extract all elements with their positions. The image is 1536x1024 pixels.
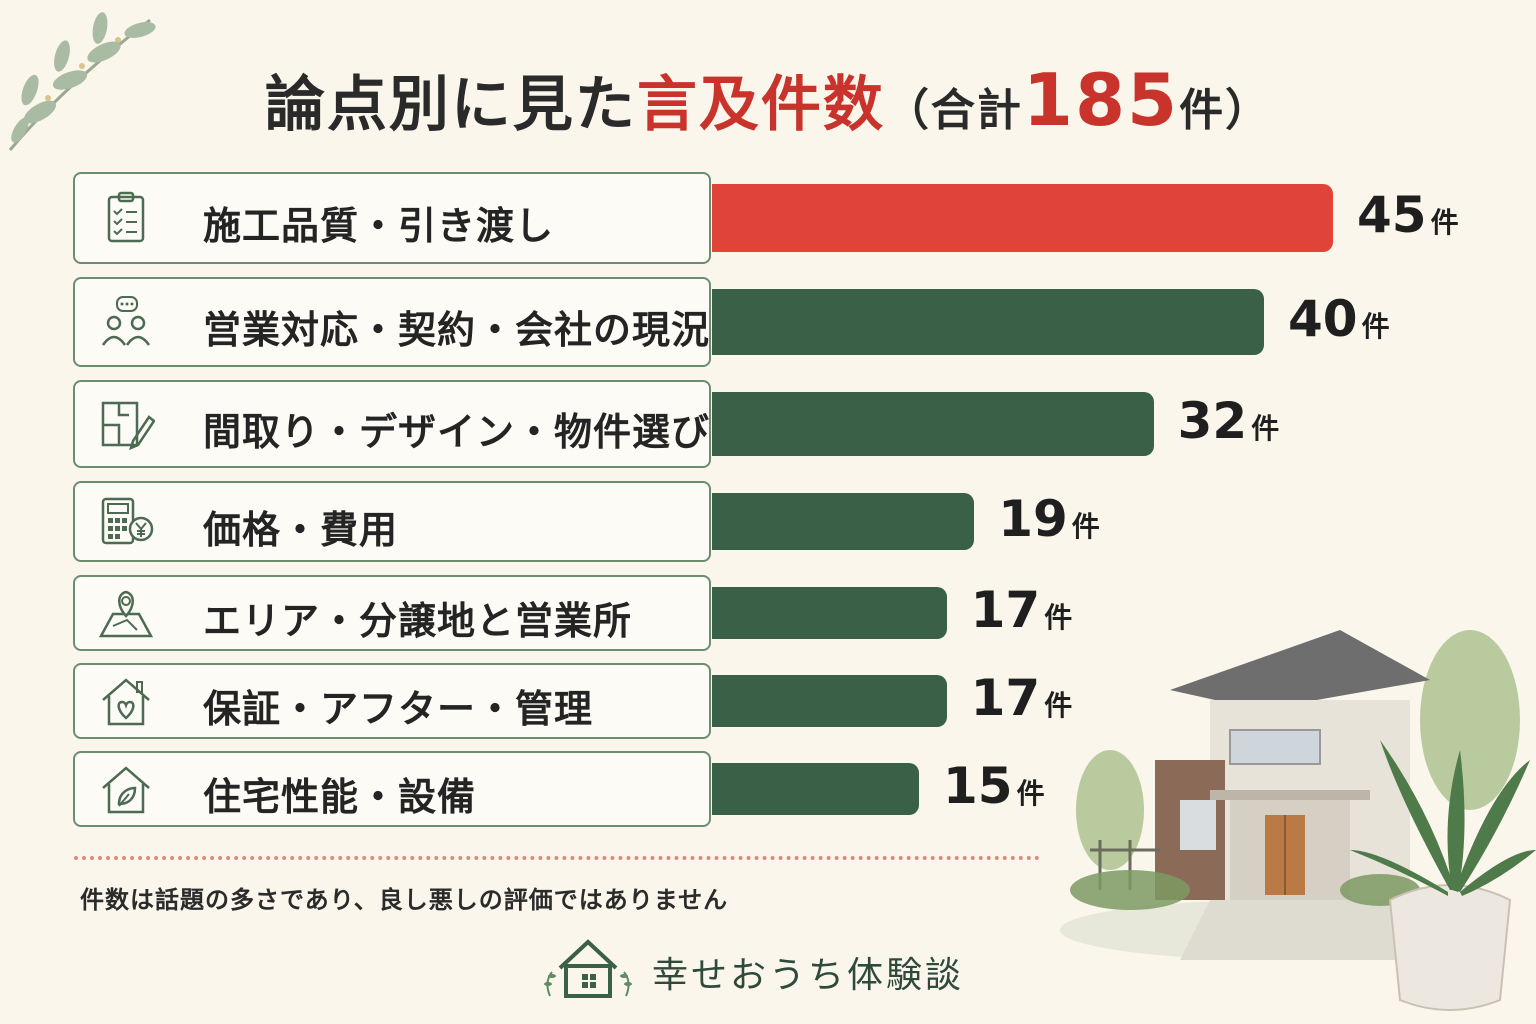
- data-label: 40 件: [1288, 290, 1390, 348]
- bar: [712, 763, 919, 815]
- category-label-box: エリア・分譲地と営業所: [73, 575, 711, 651]
- category-label: 間取り・デザイン・物件選び: [203, 410, 711, 454]
- bar: [712, 587, 947, 639]
- people-speech-icon: [101, 296, 151, 346]
- data-label-value: 17: [970, 581, 1041, 639]
- data-label-value: 19: [998, 489, 1068, 548]
- house-heart-icon: [102, 678, 150, 726]
- category-label: 施工品質・引き渡し: [203, 204, 555, 248]
- category-label: 保証・アフター・管理: [203, 687, 594, 731]
- title-total: 185: [1022, 58, 1180, 142]
- data-label-unit: 件: [1016, 777, 1045, 810]
- floorplan-pencil-icon: [101, 401, 155, 451]
- data-label-unit: 件: [1361, 310, 1390, 343]
- bar: [712, 392, 1154, 456]
- data-label: 17 件: [971, 581, 1073, 639]
- brand-logo: 幸せおうち体験談: [540, 934, 1000, 1004]
- data-label-unit: 件: [1251, 412, 1280, 445]
- category-label-box: 価格・費用: [73, 481, 711, 562]
- category-label: 営業対応・契約・会社の現況: [203, 308, 711, 352]
- chart-title: 論点別に見た言及件数（合計185件）: [0, 56, 1536, 143]
- title-paren-open: （合計: [884, 85, 1023, 136]
- data-label: 17 件: [971, 669, 1073, 727]
- map-pin-icon: [98, 590, 154, 638]
- data-label-value: 17: [970, 669, 1041, 727]
- title-main: 論点別に見た: [264, 70, 637, 140]
- category-label-box: 施工品質・引き渡し: [73, 172, 711, 264]
- title-unit-close: 件）: [1179, 85, 1272, 136]
- title-accent: 言及件数: [636, 70, 885, 140]
- category-label-box: 間取り・デザイン・物件選び: [73, 380, 711, 468]
- bar: [712, 675, 947, 727]
- category-label: 価格・費用: [203, 507, 399, 552]
- house-logo-icon: [544, 939, 632, 998]
- data-label-value: 40: [1288, 290, 1358, 348]
- leaf-branch-decoration: [8, 12, 156, 151]
- calculator-yen-icon: [101, 497, 154, 544]
- bar: [712, 289, 1264, 355]
- data-label-unit: 件: [1071, 509, 1100, 543]
- data-label: 15 件: [943, 757, 1045, 815]
- category-label-box: 営業対応・契約・会社の現況: [73, 277, 711, 367]
- disclaimer-note: 件数は話題の多さであり、良し悪しの評価ではありません: [80, 886, 729, 914]
- house-leaf-icon: [102, 766, 150, 814]
- data-label-unit: 件: [1044, 689, 1073, 722]
- category-label-box: 住宅性能・設備: [73, 751, 711, 827]
- data-label-value: 15: [943, 757, 1013, 815]
- data-label-value: 32: [1177, 392, 1248, 450]
- data-label: 32 件: [1178, 392, 1280, 450]
- data-label: 45 件: [1357, 186, 1459, 244]
- bar: [712, 184, 1333, 252]
- dotted-divider: [74, 856, 1040, 860]
- data-label-unit: 件: [1430, 206, 1459, 239]
- category-label-box: 保証・アフター・管理: [73, 663, 711, 739]
- house-illustration: [1060, 630, 1536, 1011]
- category-label: エリア・分譲地と営業所: [203, 599, 633, 643]
- data-label: 19 件: [998, 490, 1100, 548]
- data-label-unit: 件: [1044, 601, 1073, 634]
- category-label: 住宅性能・設備: [203, 775, 477, 819]
- brand-name: 幸せおうち体験談: [652, 955, 965, 996]
- data-label-value: 45: [1357, 186, 1427, 244]
- clipboard-checklist-icon: [107, 191, 145, 243]
- bar: [712, 493, 975, 550]
